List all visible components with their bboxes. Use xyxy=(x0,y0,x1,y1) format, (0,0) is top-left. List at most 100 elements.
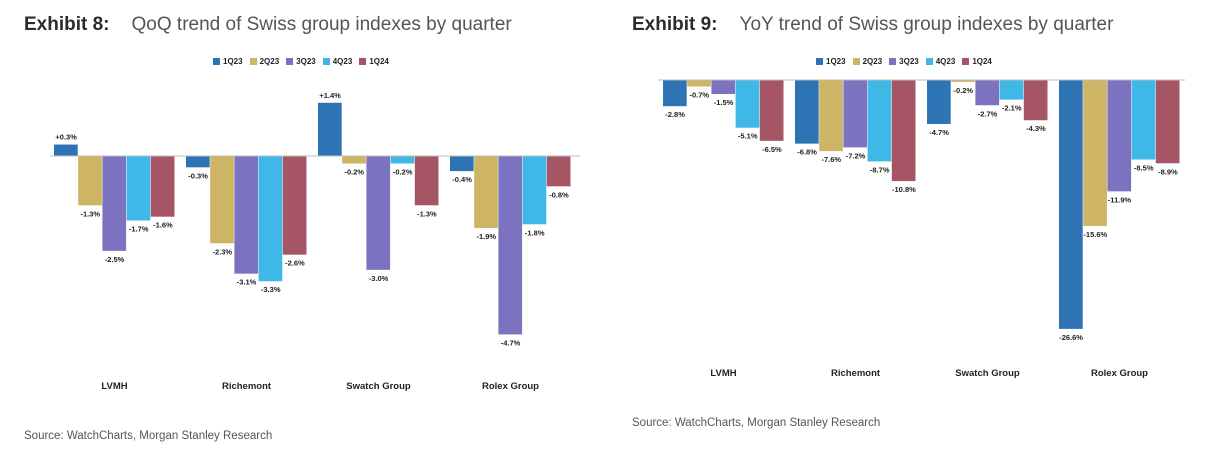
bar-2Q23-swatch-group xyxy=(342,155,366,164)
bar-3Q23-lvmh xyxy=(711,80,736,95)
exhibit-9-label: Exhibit 9: xyxy=(632,14,718,35)
bar-4Q23-lvmh xyxy=(126,155,151,221)
bar-2Q23-rolex-group xyxy=(474,155,498,229)
legend-label: 3Q23 xyxy=(296,57,316,66)
exhibit-9-chart: -2.8%-0.7%-1.5%-5.1%-6.5%LVMH-6.8%-7.6% -… xyxy=(658,79,1185,379)
data-label: -2.8% xyxy=(665,110,685,119)
data-label: -7.6% xyxy=(822,155,842,164)
data-label: +0.3% xyxy=(55,133,77,142)
category-label: Swatch Group xyxy=(346,381,411,392)
bar-2Q23-swatch-group xyxy=(951,80,975,82)
legend-swatch xyxy=(852,58,860,65)
exhibit-9-source: Source: WatchCharts, Morgan Stanley Rese… xyxy=(632,417,881,429)
bar-3Q23-richemont xyxy=(843,80,868,148)
bar-3Q23-swatch-group xyxy=(975,80,1000,106)
legend-label: 4Q23 xyxy=(332,57,353,66)
exhibit-8: Exhibit 8: QoQ trend of Swiss group index… xyxy=(0,0,600,457)
data-label: -2.7% xyxy=(978,109,998,118)
exhibit-8-chart: +0.3% -1.3% -2.5% -1.7% -1.6% LVMH -0.3% -2.3% -… xyxy=(50,91,580,392)
exhibit-8-label: Exhibit 8: xyxy=(24,14,110,35)
bar-1Q23-lvmh xyxy=(54,144,78,156)
data-label: -6.5% xyxy=(762,145,782,154)
exhibit-8-title: Exhibit 8: QoQ trend of Swiss group index… xyxy=(24,14,512,36)
legend-label: 2Q23 xyxy=(862,57,883,66)
bar-1Q23-swatch-group xyxy=(318,102,342,156)
legend-label: 3Q23 xyxy=(899,57,919,66)
data-label: -4.7% xyxy=(929,128,949,137)
data-label: +1.4% xyxy=(319,91,341,100)
legend-label: 1Q24 xyxy=(972,57,992,66)
bar-1Q24-lvmh xyxy=(759,80,784,141)
data-label: -15.6% xyxy=(1083,230,1107,239)
exhibit-9-title: Exhibit 9: YoY trend of Swiss group index… xyxy=(632,14,1113,36)
data-label: -0.2% xyxy=(954,86,974,95)
exhibit-8-source: Source: WatchCharts, Morgan Stanley Rese… xyxy=(24,430,273,442)
bar-1Q24-richemont xyxy=(282,155,307,255)
bar-1Q23-swatch-group xyxy=(927,80,951,124)
exhibit-8-title-text: QoQ trend of Swiss group indexes by quar… xyxy=(131,14,512,35)
data-label: -11.9% xyxy=(1108,195,1132,204)
bar-4Q23-swatch-group xyxy=(390,155,415,164)
legend-item: 1Q24 xyxy=(962,57,992,66)
bar-1Q24-richemont xyxy=(891,80,916,182)
category-label: Richemont xyxy=(222,381,272,392)
bar-1Q23-rolex-group xyxy=(450,155,474,172)
exhibit-9-title-text: YoY trend of Swiss group indexes by quar… xyxy=(739,14,1114,35)
exhibit-9-legend: 1Q23 2Q23 3Q23 4Q23 1Q24 xyxy=(816,57,992,66)
data-label: -8.7% xyxy=(870,165,890,174)
exhibit-9: Exhibit 9: YoY trend of Swiss group index… xyxy=(608,0,1205,457)
data-label: -0.2% xyxy=(345,168,365,177)
legend-swatch xyxy=(359,58,367,65)
bar-4Q23-lvmh xyxy=(735,80,760,128)
data-label: -4.3% xyxy=(1026,124,1046,133)
category-label: Swatch Group xyxy=(955,368,1020,379)
legend-item: 1Q24 xyxy=(359,57,389,66)
bar-3Q23-rolex-group xyxy=(1107,80,1132,192)
data-label: -2.6% xyxy=(285,259,305,268)
category-label: Rolex Group xyxy=(1091,368,1148,379)
data-label: -3.1% xyxy=(237,278,257,287)
bar-2Q23-richemont xyxy=(819,80,843,152)
bar-1Q23-rolex-group xyxy=(1059,80,1083,329)
bar-1Q24-swatch-group xyxy=(414,155,439,206)
bar-4Q23-rolex-group xyxy=(522,155,547,225)
bar-1Q23-lvmh xyxy=(663,80,687,107)
data-label: -6.8% xyxy=(797,148,817,157)
legend-item: 2Q23 xyxy=(249,57,280,66)
bar-1Q23-richemont xyxy=(795,80,819,144)
data-label: -3.0% xyxy=(369,274,389,283)
legend-item: 3Q23 xyxy=(889,57,919,66)
legend-label: 1Q23 xyxy=(223,57,243,66)
legend-item: 3Q23 xyxy=(286,57,316,66)
data-label: -1.5% xyxy=(714,98,734,107)
legend-swatch xyxy=(213,58,220,65)
legend-label: 2Q23 xyxy=(259,57,280,66)
bar-1Q24-rolex-group xyxy=(1155,80,1180,164)
data-label: -2.1% xyxy=(1002,104,1022,113)
data-label: -0.3% xyxy=(188,171,208,180)
category-label: LVMH xyxy=(710,368,736,379)
legend-swatch xyxy=(889,58,897,65)
category-label: LVMH xyxy=(101,381,127,392)
data-label: -26.6% xyxy=(1059,333,1083,342)
bar-4Q23-rolex-group xyxy=(1131,80,1156,160)
legend-label: 4Q23 xyxy=(935,57,956,66)
data-label: -8.9% xyxy=(1158,167,1178,176)
data-label: -1.7% xyxy=(129,224,149,233)
legend-swatch xyxy=(286,58,294,65)
data-label: -1.3% xyxy=(81,209,101,218)
data-label: -1.9% xyxy=(477,232,497,241)
exhibit-8-legend: 1Q23 2Q23 3Q23 4Q23 1Q24 xyxy=(213,57,389,66)
bar-3Q23-lvmh xyxy=(102,155,127,251)
legend-item: 1Q23 xyxy=(816,57,846,66)
data-label: -10.8% xyxy=(892,185,916,194)
bar-4Q23-richemont xyxy=(258,155,283,282)
bar-2Q23-lvmh xyxy=(687,80,711,87)
legend-item: 2Q23 xyxy=(852,57,883,66)
data-label: -2.3% xyxy=(213,247,233,256)
legend-label: 1Q23 xyxy=(826,57,846,66)
bar-1Q24-lvmh xyxy=(150,155,175,217)
bar-1Q24-swatch-group xyxy=(1023,80,1048,121)
data-label: -4.7% xyxy=(501,338,521,347)
legend-swatch xyxy=(925,58,933,65)
